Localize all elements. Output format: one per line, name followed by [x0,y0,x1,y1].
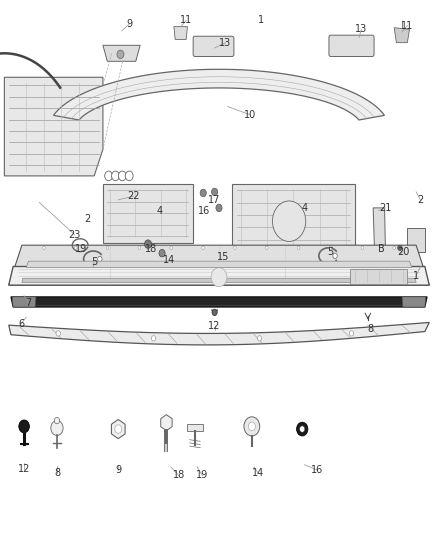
Text: 14: 14 [162,255,175,265]
Circle shape [112,171,120,181]
Polygon shape [402,297,426,307]
Text: 19: 19 [75,245,87,254]
Text: 15: 15 [217,252,230,262]
Polygon shape [9,245,429,285]
Text: 8: 8 [54,469,60,478]
Text: 5: 5 [328,247,334,256]
Text: 20: 20 [397,247,409,256]
Polygon shape [187,424,203,431]
Text: 21: 21 [379,203,392,213]
Circle shape [329,246,332,249]
Polygon shape [12,297,36,307]
Polygon shape [103,45,140,61]
Circle shape [350,330,354,336]
Circle shape [216,204,222,212]
Polygon shape [53,69,385,120]
Circle shape [361,246,364,249]
Circle shape [265,246,268,249]
Circle shape [393,246,396,249]
Text: 11: 11 [180,15,192,25]
Circle shape [248,422,255,431]
Text: 19: 19 [196,471,208,480]
Text: 22: 22 [127,191,140,201]
Polygon shape [232,184,355,259]
Polygon shape [9,322,429,345]
Circle shape [51,421,63,435]
Polygon shape [103,184,193,243]
Text: 13: 13 [219,38,232,47]
Text: 4: 4 [301,203,307,213]
Text: 8: 8 [367,325,373,334]
Circle shape [56,331,60,336]
Circle shape [138,246,141,249]
Circle shape [125,171,133,181]
Text: 17: 17 [208,195,221,205]
Text: 9: 9 [115,465,121,475]
FancyBboxPatch shape [193,36,234,56]
Polygon shape [407,228,425,252]
Text: 2: 2 [417,195,424,205]
Circle shape [258,336,262,341]
Polygon shape [22,278,416,282]
Circle shape [118,171,126,181]
Circle shape [105,171,113,181]
Circle shape [212,188,218,196]
Polygon shape [4,77,103,176]
Polygon shape [394,28,410,43]
Text: 16: 16 [198,206,210,215]
Text: 7: 7 [25,298,32,308]
Circle shape [202,246,205,249]
Circle shape [74,246,77,249]
Text: 18: 18 [145,245,157,254]
Circle shape [98,256,102,262]
Polygon shape [373,208,385,251]
Circle shape [297,246,300,249]
Circle shape [19,420,29,433]
Text: 16: 16 [311,465,324,475]
Polygon shape [111,419,125,439]
Circle shape [272,201,306,241]
Circle shape [145,240,152,248]
Text: 18: 18 [173,471,185,480]
Text: 11: 11 [401,21,413,30]
Circle shape [398,245,402,251]
Text: 1: 1 [413,271,419,281]
Circle shape [233,246,236,249]
Text: 5: 5 [91,257,97,267]
Text: 12: 12 [208,321,221,331]
Polygon shape [161,415,172,431]
Text: 10: 10 [244,110,256,119]
Text: 6: 6 [18,319,24,329]
Circle shape [117,50,124,59]
Circle shape [212,309,217,316]
Text: 4: 4 [157,206,163,215]
Circle shape [297,422,308,436]
Text: B: B [378,245,385,254]
Text: 1: 1 [258,15,264,25]
Circle shape [54,417,60,424]
Circle shape [200,189,206,197]
Circle shape [170,246,173,249]
Text: 9: 9 [126,19,132,29]
Text: 2: 2 [85,214,91,223]
Circle shape [211,268,227,287]
Circle shape [333,253,337,259]
Polygon shape [174,27,187,39]
Polygon shape [11,297,427,307]
Circle shape [152,336,156,341]
Circle shape [300,426,305,432]
Circle shape [159,249,165,257]
Circle shape [106,246,109,249]
Text: 23: 23 [68,230,81,239]
Circle shape [115,425,122,433]
Polygon shape [26,261,412,268]
Polygon shape [9,266,429,285]
FancyBboxPatch shape [329,35,374,56]
Text: 14: 14 [252,469,265,478]
Text: 13: 13 [355,25,367,34]
Circle shape [244,417,260,436]
Circle shape [42,246,45,249]
Polygon shape [350,269,407,284]
Text: 12: 12 [18,464,30,474]
